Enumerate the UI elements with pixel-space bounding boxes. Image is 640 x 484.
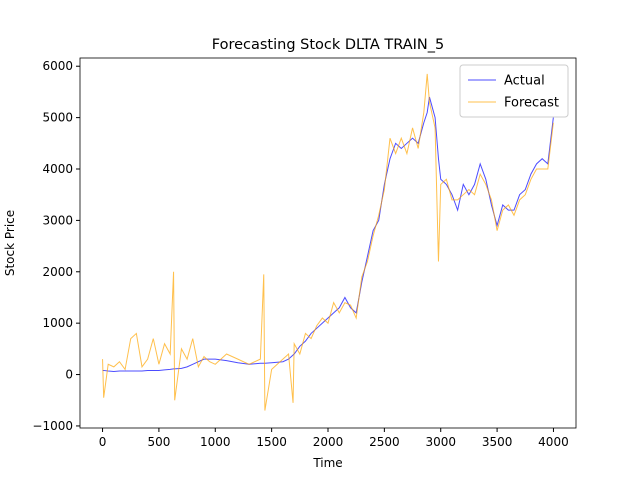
chart-title: Forecasting Stock DLTA TRAIN_5 (212, 37, 445, 53)
legend-box (459, 64, 569, 118)
y-tick-label: 1000 (42, 316, 73, 330)
x-tick-label: 2000 (313, 435, 344, 449)
y-axis-label: Stock Price (3, 210, 17, 276)
plot-frame (79, 57, 577, 429)
x-tick-label: 3500 (482, 435, 513, 449)
x-tick-label: 500 (147, 435, 170, 449)
legend-label: Forecast (504, 96, 559, 111)
y-tick-label: 2000 (42, 265, 73, 279)
y-tick-label: −1000 (32, 419, 73, 433)
x-tick-label: 0 (99, 435, 107, 449)
y-tick-label: 3000 (42, 213, 73, 227)
x-tick-label: 4000 (538, 435, 569, 449)
legend-label: Actual (504, 74, 545, 89)
x-tick-label: 1500 (256, 435, 287, 449)
x-tick-label: 1000 (200, 435, 231, 449)
x-axis-label: Time (312, 456, 342, 470)
y-tick-label: 0 (65, 368, 73, 382)
y-tick-label: 5000 (42, 111, 73, 125)
x-tick-label: 2500 (369, 435, 400, 449)
y-tick-label: 6000 (42, 59, 73, 73)
data-line (102, 96, 554, 372)
x-tick-label: 3000 (425, 435, 456, 449)
data-line (102, 73, 554, 411)
y-tick-label: 4000 (42, 162, 73, 176)
